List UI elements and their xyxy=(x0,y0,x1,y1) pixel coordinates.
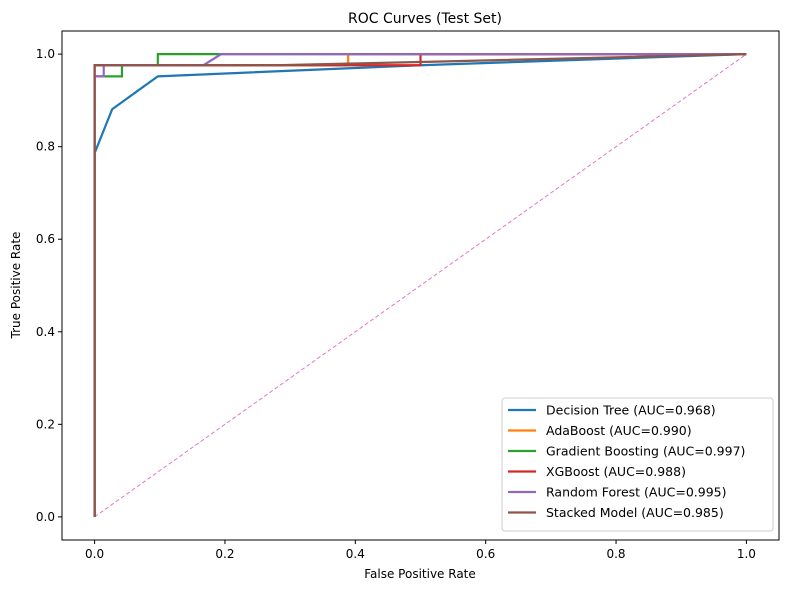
x-axis: 0.0 0.2 0.4 0.6 0.8 1.0 xyxy=(85,540,756,561)
series-line-5 xyxy=(93,53,747,517)
x-tick-label: 0.4 xyxy=(346,547,365,561)
legend-box xyxy=(501,397,774,532)
y-tick-label: 0.8 xyxy=(36,140,55,154)
legend-entry-5: Stacked Model (AUC=0.985) xyxy=(546,505,724,520)
legend-entry-4: Random Forest (AUC=0.995) xyxy=(546,485,727,500)
x-tick-label: 0.8 xyxy=(606,547,625,561)
x-tick-label: 0.2 xyxy=(215,547,234,561)
legend: Decision Tree (AUC=0.968) AdaBoost (AUC=0… xyxy=(501,397,774,532)
y-tick-label: 0.0 xyxy=(36,510,55,524)
y-axis-label: True Positive Rate xyxy=(9,232,23,340)
legend-entry-1: AdaBoost (AUC=0.990) xyxy=(546,423,692,438)
x-tick-label: 1.0 xyxy=(737,547,756,561)
legend-entry-2: Gradient Boosting (AUC=0.997) xyxy=(546,444,745,459)
legend-entry-0: Decision Tree (AUC=0.968) xyxy=(546,403,716,418)
x-tick-label: 0.0 xyxy=(85,547,104,561)
y-tick-label: 0.6 xyxy=(36,232,55,246)
y-tick-label: 0.2 xyxy=(36,417,55,431)
chance-reference-line xyxy=(94,53,747,518)
legend-entry-3: XGBoost (AUC=0.988) xyxy=(546,464,686,479)
x-axis-label: False Positive Rate xyxy=(364,567,476,581)
axes-frame xyxy=(61,30,780,541)
plot-area xyxy=(93,53,747,518)
y-axis: 0.0 0.2 0.4 0.6 0.8 1.0 xyxy=(36,47,62,524)
chart-title: ROC Curves (Test Set) xyxy=(348,11,502,27)
y-tick-label: 0.4 xyxy=(36,325,55,339)
y-tick-label: 1.0 xyxy=(36,47,55,61)
x-tick-label: 0.6 xyxy=(476,547,495,561)
